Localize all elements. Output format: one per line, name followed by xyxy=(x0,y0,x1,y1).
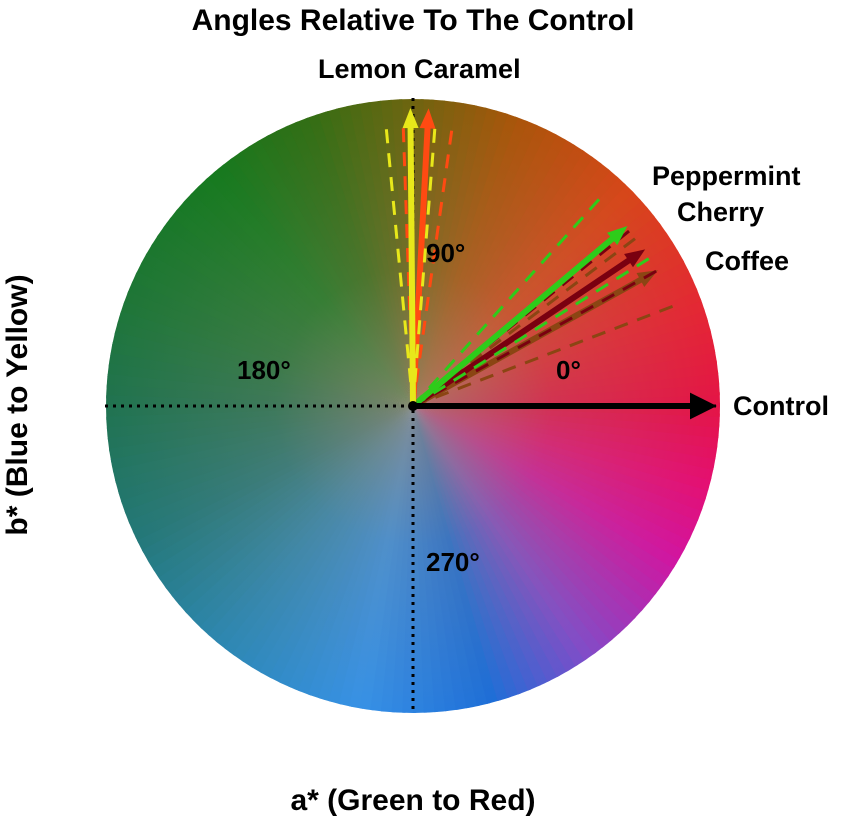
label-cherry: Cherry xyxy=(677,197,765,227)
y-axis-label: b* (Blue to Yellow) xyxy=(1,274,34,536)
vectors xyxy=(383,108,680,409)
origin-dot xyxy=(408,401,418,411)
angle-label-90: 90° xyxy=(426,238,466,268)
peppermint-vector xyxy=(411,232,619,409)
peppermint-arrowhead xyxy=(607,226,628,245)
x-axis-label: a* (Green to Red) xyxy=(290,784,536,817)
diagram-title: Angles Relative To The Control xyxy=(191,4,635,37)
angle-label-0: 0° xyxy=(556,355,581,385)
label-coffee: Coffee xyxy=(705,246,790,276)
angle-label-180: 180° xyxy=(237,355,291,385)
caramel-arrowhead xyxy=(419,108,436,129)
peppermint-vector-group xyxy=(411,193,656,409)
cherry-vector-group xyxy=(411,225,663,409)
label-lemon-caramel: Lemon Caramel xyxy=(318,54,521,84)
lemon-arrowhead xyxy=(402,108,419,129)
lemon-vector xyxy=(407,121,416,407)
label-control: Control xyxy=(733,391,829,421)
caramel-lower-bound xyxy=(411,120,455,407)
label-peppermint: Peppermint xyxy=(652,161,801,191)
angle-label-270: 270° xyxy=(426,547,480,577)
lemon-vector-group xyxy=(383,108,438,407)
cherry-vector xyxy=(411,254,636,409)
cherry-arrowhead xyxy=(624,249,646,268)
